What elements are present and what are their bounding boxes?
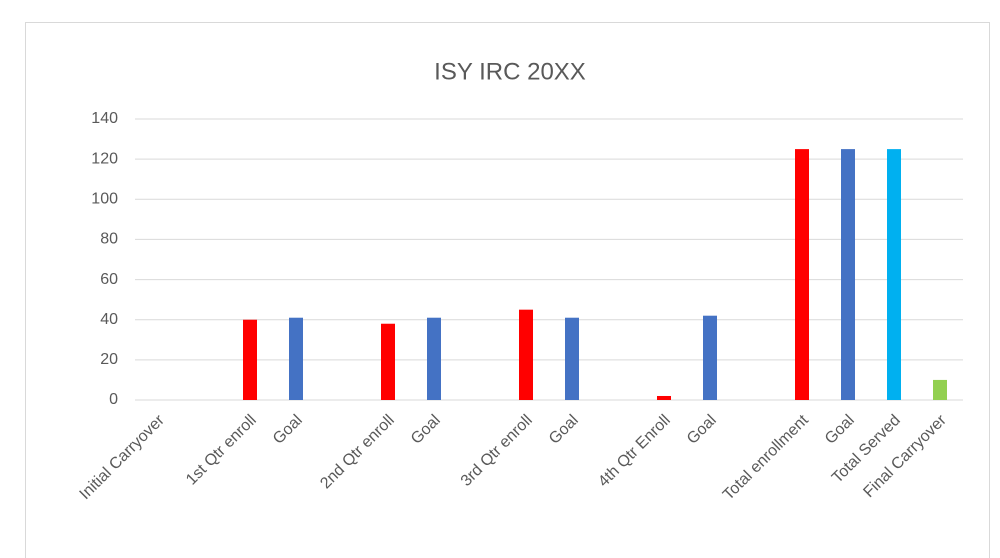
bar <box>381 323 395 400</box>
bar <box>519 309 533 400</box>
y-tick-label: 100 <box>91 191 118 208</box>
y-tick-label: 120 <box>91 150 118 167</box>
bar <box>289 317 303 400</box>
y-tick-label: 60 <box>100 271 118 288</box>
y-tick-label: 40 <box>100 311 118 328</box>
bar <box>427 317 441 400</box>
bar <box>933 379 947 400</box>
chart-border <box>25 22 990 558</box>
bar <box>795 149 809 400</box>
bar <box>657 395 671 400</box>
y-tick-label: 80 <box>100 231 118 248</box>
bar <box>841 149 855 400</box>
bar <box>243 319 257 400</box>
y-tick-label: 140 <box>91 110 118 127</box>
bar <box>703 315 717 400</box>
bar <box>565 317 579 400</box>
y-tick-label: 20 <box>100 351 118 368</box>
chart-title: ISY IRC 20XX <box>434 58 586 85</box>
y-tick-label: 0 <box>109 391 118 408</box>
bar <box>887 149 901 400</box>
